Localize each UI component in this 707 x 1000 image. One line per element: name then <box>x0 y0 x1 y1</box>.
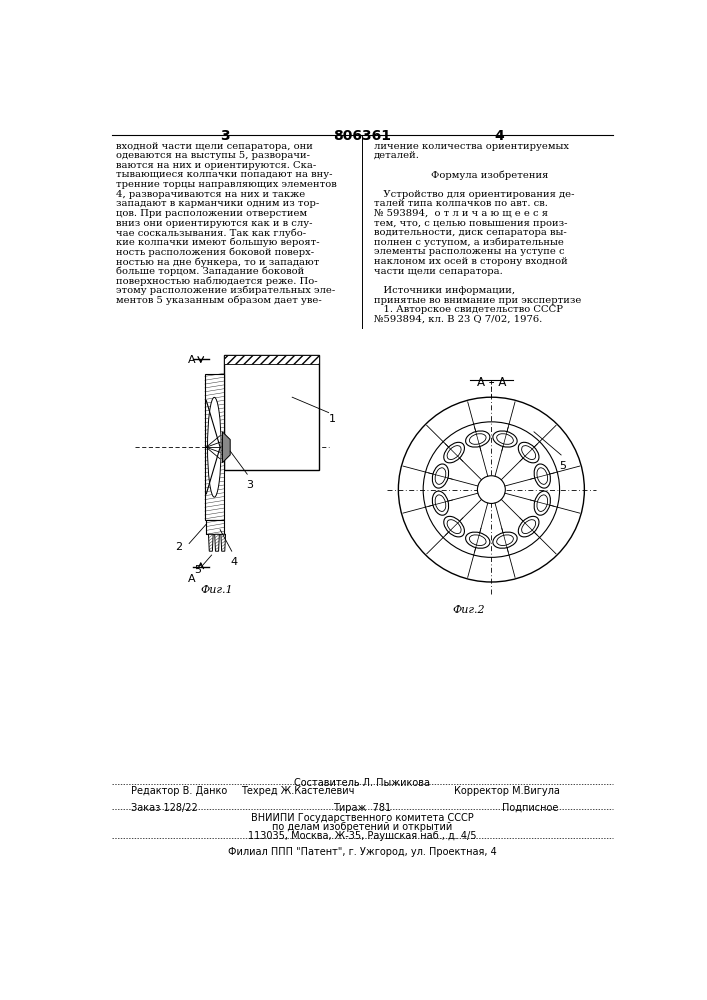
Text: ментов 5 указанным образом дает уве-: ментов 5 указанным образом дает уве- <box>115 296 321 305</box>
Ellipse shape <box>522 446 536 460</box>
Text: Подписное: Подписное <box>502 803 559 813</box>
Text: 2: 2 <box>175 542 182 552</box>
Text: вниз они ориентируются как и в слу-: вниз они ориентируются как и в слу- <box>115 219 312 228</box>
Polygon shape <box>204 374 224 520</box>
Text: А – А: А – А <box>477 376 506 389</box>
Text: одеваются на выступы 5, разворачи-: одеваются на выступы 5, разворачи- <box>115 151 310 160</box>
Text: 3: 3 <box>220 129 230 143</box>
Text: Фиг.2: Фиг.2 <box>452 605 485 615</box>
Text: чае соскальзывания. Так как глубо-: чае соскальзывания. Так как глубо- <box>115 228 305 238</box>
Polygon shape <box>224 355 320 364</box>
Text: Тираж  781: Тираж 781 <box>333 803 391 813</box>
Ellipse shape <box>537 495 548 511</box>
Text: 806361: 806361 <box>333 129 391 143</box>
Polygon shape <box>209 534 213 551</box>
Text: 113035, Москва, Ж-35, Раушская наб., д. 4/5: 113035, Москва, Ж-35, Раушская наб., д. … <box>247 831 477 841</box>
Text: Филиал ППП "Патент", г. Ужгород, ул. Проектная, 4: Филиал ППП "Патент", г. Ужгород, ул. Про… <box>228 847 496 857</box>
Text: А: А <box>187 574 195 584</box>
Text: №593894, кл. В 23 Q 7/02, 1976.: №593894, кл. В 23 Q 7/02, 1976. <box>373 315 542 324</box>
Text: цов. При расположении отверстием: цов. При расположении отверстием <box>115 209 307 218</box>
Text: принятые во внимание при экспертизе: принятые во внимание при экспертизе <box>373 296 581 305</box>
Text: Заказ 128/22: Заказ 128/22 <box>131 803 198 813</box>
Text: ВНИИПИ Государственного комитета СССР: ВНИИПИ Государственного комитета СССР <box>250 813 473 823</box>
Text: 4, разворачиваются на них и также: 4, разворачиваются на них и также <box>115 190 305 199</box>
Text: 4: 4 <box>494 129 504 143</box>
Text: ваются на них и ориентируются. Ска-: ваются на них и ориентируются. Ска- <box>115 161 316 170</box>
Ellipse shape <box>435 468 446 484</box>
Text: Редактор В. Данко: Редактор В. Данко <box>131 786 227 796</box>
Text: Формула изобретения: Формула изобретения <box>431 170 549 180</box>
Text: тывающиеся колпачки попадают на вну-: тывающиеся колпачки попадают на вну- <box>115 170 332 179</box>
Text: водительности, диск сепаратора вы-: водительности, диск сепаратора вы- <box>373 228 566 237</box>
Text: Техред Ж.Кастелевич: Техред Ж.Кастелевич <box>241 786 354 796</box>
Text: 3: 3 <box>246 480 252 490</box>
Text: 5: 5 <box>194 565 201 575</box>
Polygon shape <box>221 534 226 551</box>
Text: деталей.: деталей. <box>373 151 419 160</box>
Ellipse shape <box>497 535 513 545</box>
Ellipse shape <box>522 520 536 534</box>
Ellipse shape <box>497 434 513 444</box>
Text: А: А <box>187 355 195 365</box>
Ellipse shape <box>537 468 548 484</box>
Text: № 593894,  о т л и ч а ю щ е е с я: № 593894, о т л и ч а ю щ е е с я <box>373 209 548 218</box>
Text: 4: 4 <box>230 557 238 567</box>
Ellipse shape <box>466 532 490 548</box>
Ellipse shape <box>469 434 486 444</box>
Ellipse shape <box>447 446 461 460</box>
Text: 5: 5 <box>559 461 566 471</box>
Text: полнен с уступом, а избирательные: полнен с уступом, а избирательные <box>373 238 563 247</box>
Circle shape <box>477 476 506 503</box>
Polygon shape <box>215 534 219 551</box>
Text: тренние торцы направляющих элементов: тренние торцы направляющих элементов <box>115 180 337 189</box>
Text: талей типа колпачков по авт. св.: талей типа колпачков по авт. св. <box>373 199 547 208</box>
Text: поверхностью наблюдается реже. По-: поверхностью наблюдается реже. По- <box>115 276 317 286</box>
Text: этому расположение избирательных эле-: этому расположение избирательных эле- <box>115 286 334 295</box>
Text: ностью на дне бункера, то и западают: ностью на дне бункера, то и западают <box>115 257 319 267</box>
Text: Источники информации,: Источники информации, <box>373 286 515 295</box>
Ellipse shape <box>493 532 517 548</box>
Text: 1: 1 <box>329 414 336 424</box>
Text: Фиг.1: Фиг.1 <box>201 585 233 595</box>
Ellipse shape <box>534 464 551 488</box>
Ellipse shape <box>518 442 539 463</box>
Polygon shape <box>224 355 320 470</box>
Polygon shape <box>206 520 224 534</box>
Ellipse shape <box>432 491 449 515</box>
Ellipse shape <box>447 520 461 534</box>
Text: Устройство для ориентирования де-: Устройство для ориентирования де- <box>373 190 574 199</box>
Text: ность расположения боковой поверх-: ность расположения боковой поверх- <box>115 247 314 257</box>
Ellipse shape <box>444 516 464 537</box>
Polygon shape <box>223 432 230 463</box>
Text: западают в карманчики одним из тор-: западают в карманчики одним из тор- <box>115 199 319 208</box>
Text: личение количества ориентируемых: личение количества ориентируемых <box>373 142 568 151</box>
Text: элементы расположены на уступе с: элементы расположены на уступе с <box>373 247 564 256</box>
Ellipse shape <box>208 397 221 497</box>
Ellipse shape <box>435 495 446 511</box>
Ellipse shape <box>518 516 539 537</box>
Ellipse shape <box>469 535 486 545</box>
Ellipse shape <box>493 431 517 447</box>
Text: входной части щели сепаратора, они: входной части щели сепаратора, они <box>115 142 312 151</box>
Ellipse shape <box>432 464 449 488</box>
Ellipse shape <box>444 442 464 463</box>
Text: Корректор М.Вигула: Корректор М.Вигула <box>454 786 560 796</box>
Text: Составитель Л. Пыжикова: Составитель Л. Пыжикова <box>294 778 430 788</box>
Text: по делам изобретений и открытий: по делам изобретений и открытий <box>271 822 452 832</box>
Text: 1. Авторское свидетельство СССР: 1. Авторское свидетельство СССР <box>373 305 563 314</box>
Ellipse shape <box>466 431 490 447</box>
Text: части щели сепаратора.: части щели сепаратора. <box>373 267 503 276</box>
Text: тем, что, с целью повышения произ-: тем, что, с целью повышения произ- <box>373 219 567 228</box>
Text: наклоном их осей в сторону входной: наклоном их осей в сторону входной <box>373 257 567 266</box>
Text: больше торцом. Западание боковой: больше торцом. Западание боковой <box>115 267 304 276</box>
Text: кие колпачки имеют большую вероят-: кие колпачки имеют большую вероят- <box>115 238 319 247</box>
Ellipse shape <box>534 491 551 515</box>
